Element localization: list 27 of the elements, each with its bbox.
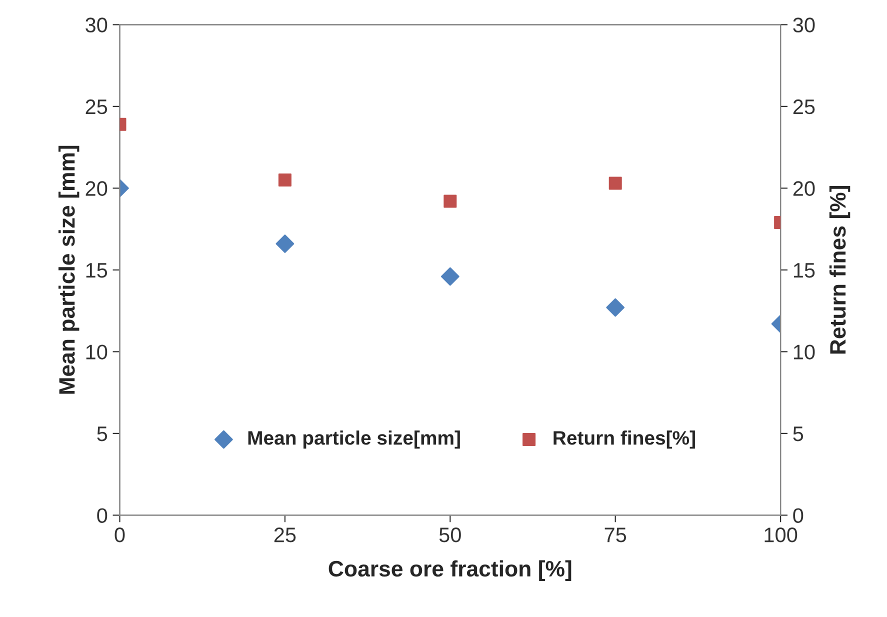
- x-tick-label: 25: [274, 528, 296, 542]
- point: [608, 176, 622, 190]
- point: [444, 194, 457, 208]
- y2-tick-label: 10: [794, 344, 815, 360]
- legend-label: Return fines[%]: [554, 430, 695, 449]
- y-tick-label: 0: [97, 508, 108, 523]
- x-tick-label: 100: [764, 528, 798, 542]
- y2-tick-label: 20: [793, 181, 815, 196]
- x-axis-title: Coarse ore fraction [%]: [328, 560, 572, 582]
- y2-tick-label: 5: [793, 426, 804, 442]
- y2-tick-label: 30: [793, 18, 815, 32]
- x-tick-label: 50: [439, 528, 461, 542]
- y-tick-label: 20: [86, 181, 108, 196]
- y2-tick-label: 0: [793, 508, 804, 523]
- y2-tick-label: 15: [794, 263, 815, 278]
- y2-axis-title: Return fines [%]: [829, 186, 850, 354]
- legend-label: Mean particle size[mm]: [248, 430, 460, 449]
- point: [440, 267, 460, 286]
- y-tick-label: 25: [86, 99, 108, 114]
- x-tick-label: 75: [604, 528, 626, 542]
- y-tick-label: 5: [97, 426, 108, 442]
- x-tick-label: 0: [114, 528, 125, 542]
- y-tick-label: 30: [86, 18, 108, 32]
- y2-tick-label: 25: [793, 99, 815, 114]
- y-tick-label: 15: [86, 263, 108, 278]
- y-axis-title: Mean particle size [mm]: [58, 146, 80, 394]
- y-tick-label: 10: [86, 344, 108, 360]
